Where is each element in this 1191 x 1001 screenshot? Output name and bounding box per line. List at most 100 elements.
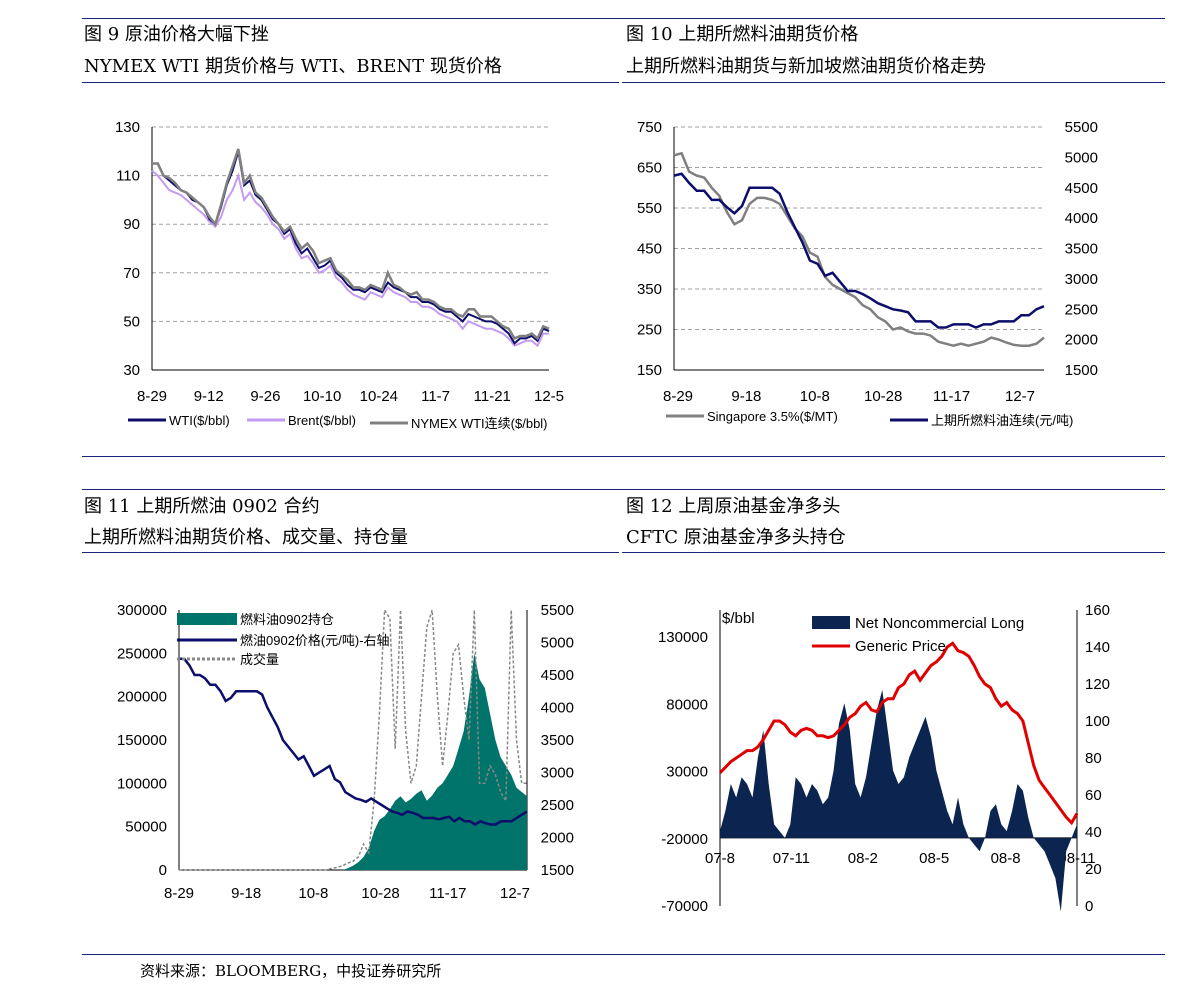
y2-tick-label: 4000 (541, 700, 574, 717)
chart-oil-prices: 130 110 90 70 50 30 8-29 9-12 9-26 10-10 10-24 11-7… (115, 119, 564, 431)
chart-fuel-oil-futures: 750 650 550 450 350 250 150 5500 5000 4500 4000 350… (637, 119, 1098, 428)
series-line-0 (152, 151, 550, 345)
y2-tick-label: 160 (1085, 602, 1110, 619)
y-tick-label: 90 (123, 216, 140, 233)
y2-tick-label: 60 (1085, 787, 1102, 804)
y-tick-label: 30000 (666, 764, 708, 781)
x-tick-label: 08-11 (1058, 850, 1095, 867)
legend-oi-swatch (177, 613, 237, 625)
legend-nymex-label: NYMEX WTI连续($/bbl) (411, 416, 548, 431)
legend-singapore-label: Singapore 3.5%($/MT) (707, 409, 838, 424)
rule-panel4-title (622, 552, 1165, 553)
y-tick-label: 50000 (125, 819, 167, 836)
y2-tick-label: 2500 (1065, 301, 1098, 318)
y2-tick-label: 140 (1085, 639, 1110, 656)
x-tick-label: 9-18 (231, 885, 261, 902)
y2-tick-label: 2000 (541, 830, 574, 847)
panel3-subtitle: 上期所燃料油期货价格、成交量、持仓量 (84, 527, 408, 548)
y-tick-label: 250 (637, 322, 662, 339)
x-tick-label: 11-7 (421, 388, 450, 405)
x-tick-label: 8-29 (663, 388, 693, 405)
y-tick-label: 70 (123, 265, 140, 282)
legend-generic-label: Generic Price (855, 638, 946, 655)
y-tick-label: 110 (116, 168, 140, 185)
x-tick-label: 12-7 (1005, 388, 1035, 405)
y-tick-label: 130000 (658, 629, 708, 646)
y-tick-label: -20000 (661, 831, 708, 848)
y-tick-label: 50 (123, 313, 140, 330)
series-price (179, 657, 528, 826)
y2-tick-label: 4500 (1065, 180, 1098, 197)
x-tick-label: 08-2 (848, 850, 878, 867)
y2-tick-label: 120 (1085, 676, 1110, 693)
legend-oi-label: 燃料油0902持仓 (240, 612, 334, 627)
y-tick-label: 200000 (117, 689, 167, 706)
chart-0902-contract: 300000 250000 200000 150000 100000 50000 0 5500… (117, 602, 574, 902)
y-tick-label: 250000 (117, 645, 167, 662)
rule-panel2-title (622, 82, 1165, 83)
x-tick-label: 07-11 (773, 850, 810, 867)
legend-shfe-label: 上期所燃料油连续(元/吨) (931, 413, 1073, 428)
legend-net-long-label: Net Noncommercial Long (855, 615, 1024, 632)
x-tick-label: 8-29 (164, 885, 194, 902)
series-line-1 (151, 169, 549, 348)
y2-tick-label: 5500 (1065, 119, 1098, 136)
x-tick-label: 11-17 (429, 885, 466, 902)
series-net-long-area (720, 689, 1077, 912)
y2-tick-label: 4500 (541, 667, 574, 684)
x-tick-label: 10-8 (800, 388, 830, 405)
x-tick-label: 10-28 (361, 885, 399, 902)
legend-wti-label: WTI($/bbl) (169, 413, 230, 428)
x-tick-label: 12-5 (534, 388, 564, 405)
panel3-title: 图 11 上期所燃油 0902 合约 (84, 496, 320, 517)
y2-tick-label: 1500 (541, 862, 574, 879)
y-tick-label: 650 (637, 160, 662, 177)
legend-volume-label: 成交量 (240, 652, 279, 667)
y2-tick-label: 0 (1085, 898, 1093, 915)
y2-tick-label: 2000 (1065, 332, 1098, 349)
y2-tick-label: 20 (1085, 861, 1102, 878)
top-rule (82, 18, 1165, 19)
panel4-title: 图 12 上周原油基金净多头 (626, 496, 841, 517)
y-tick-label: 350 (637, 281, 662, 298)
chart-cftc-net-long: $/bbl 130000 80000 30000 -20000 -70000 160 140 1… (658, 602, 1110, 915)
rule-middle-top (82, 489, 1165, 490)
y-tick-label: 150000 (117, 732, 167, 749)
x-tick-label: 10-10 (303, 388, 341, 405)
y-tick-label: 450 (637, 241, 662, 258)
y2-tick-label: 4000 (1065, 210, 1098, 227)
rule-middle-bottom (82, 456, 1165, 457)
y-tick-label: 300000 (117, 602, 167, 619)
y-tick-label: 150 (637, 362, 662, 379)
y-tick-label: 750 (637, 119, 662, 136)
y2-tick-label: 5000 (1065, 149, 1098, 166)
series-volume (179, 607, 527, 871)
panel4-subtitle: CFTC 原油基金净多头持仓 (626, 527, 846, 548)
y2-tick-label: 5500 (541, 602, 574, 619)
panel1-title: 图 9 原油价格大幅下挫 (84, 24, 269, 45)
panel2-subtitle: 上期所燃料油期货与新加坡燃油期货价格走势 (626, 56, 986, 77)
x-tick-label: 12-7 (500, 885, 530, 902)
series-open-interest-area (179, 653, 527, 870)
y2-tick-label: 5000 (541, 635, 574, 652)
y2-tick-label: 3500 (1065, 241, 1098, 258)
y-tick-label: 80000 (666, 696, 708, 713)
bottom-rule (82, 954, 1165, 955)
panel1-subtitle: NYMEX WTI 期货价格与 WTI、BRENT 现货价格 (84, 56, 502, 77)
x-tick-label: 9-18 (731, 388, 761, 405)
x-tick-label: 11-17 (933, 388, 970, 405)
x-tick-label: 08-8 (991, 850, 1021, 867)
x-tick-label: 07-8 (705, 850, 735, 867)
rule-panel1-title (82, 82, 619, 83)
x-tick-label: 8-29 (137, 388, 167, 405)
legend-price-label: 燃油0902价格(元/吨)-右轴 (240, 633, 390, 648)
x-tick-label: 08-5 (919, 850, 949, 867)
panel2-title: 图 10 上期所燃料油期货价格 (626, 24, 859, 45)
y2-tick-label: 3500 (541, 732, 574, 749)
y2-tick-label: 1500 (1065, 362, 1098, 379)
y-tick-label: 550 (637, 200, 662, 217)
legend-brent-label: Brent($/bbl) (288, 413, 356, 428)
series-line-2 (152, 148, 550, 341)
y-tick-label: 0 (159, 862, 167, 879)
y2-tick-label: 2500 (541, 797, 574, 814)
